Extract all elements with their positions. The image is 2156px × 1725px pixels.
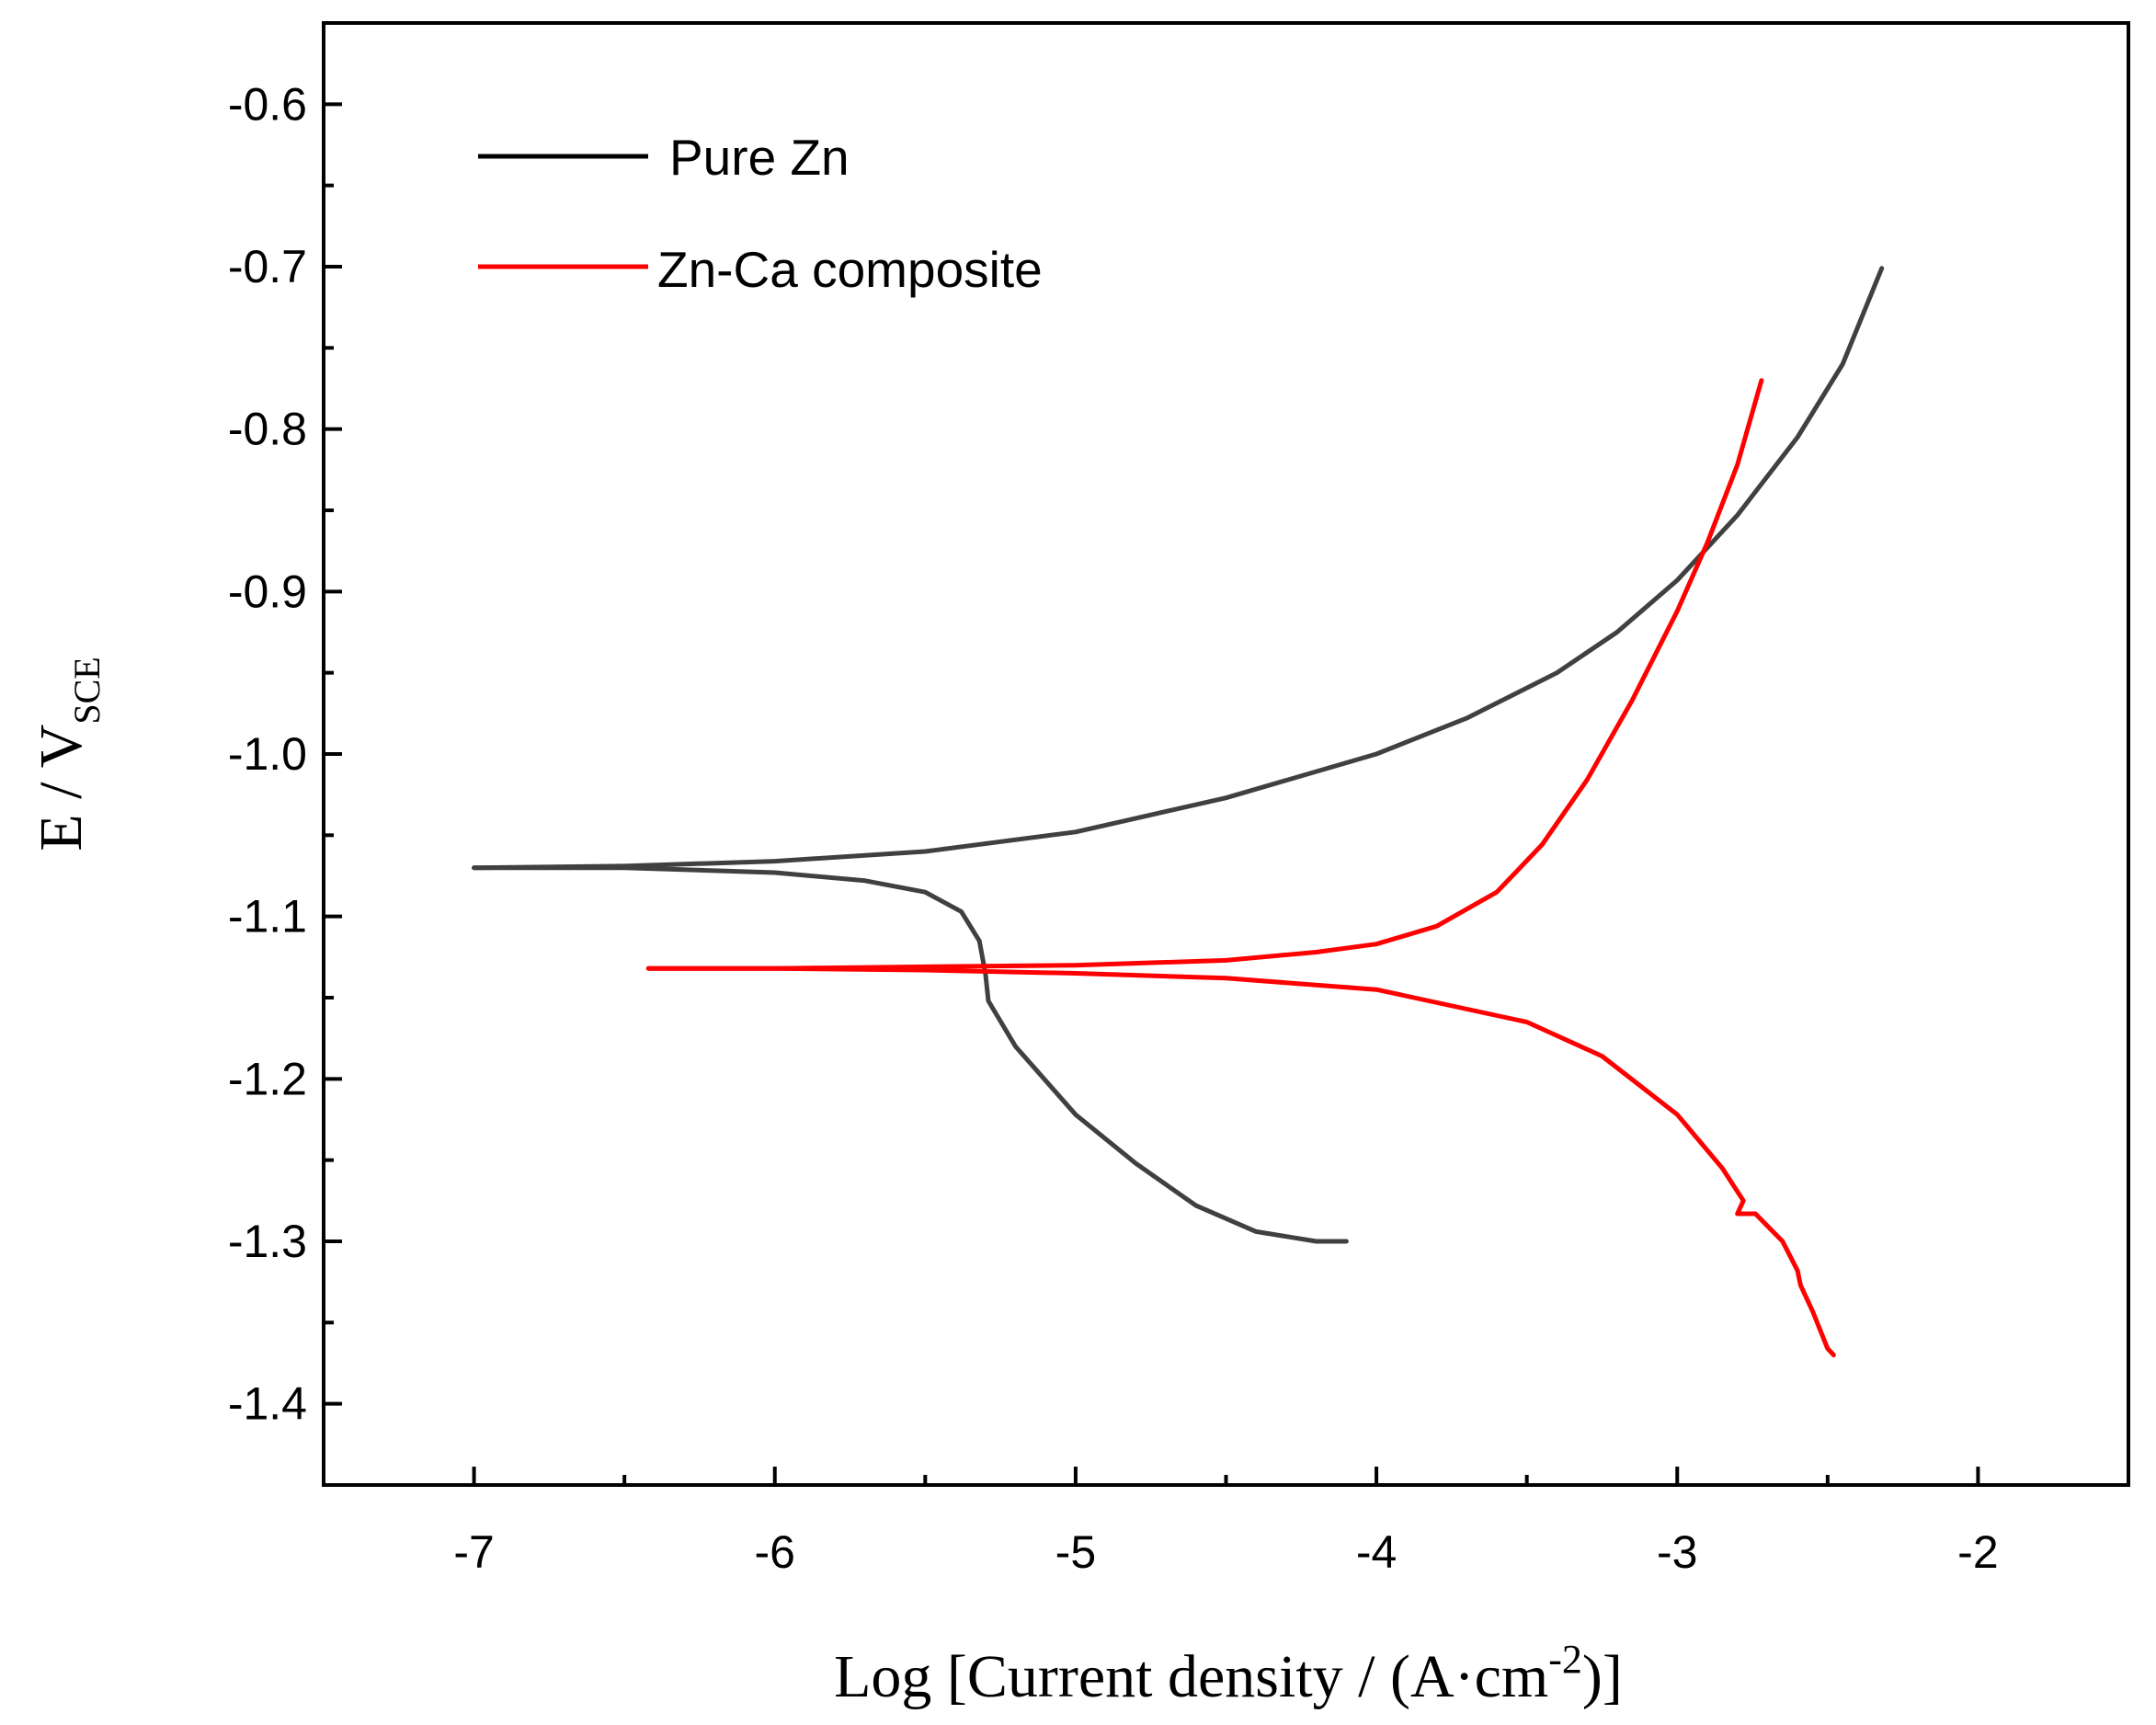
- x-tick-label: -6: [755, 1526, 795, 1578]
- series-pure-zn-cathodic: [472, 865, 1349, 1244]
- y-axis-title: E / VSCE: [28, 657, 108, 851]
- y-tick-label: -0.7: [228, 241, 307, 292]
- legend-label-pure-zn: Pure Zn: [669, 129, 850, 186]
- series-zn-ca-composite-cathodic: [645, 965, 1836, 1358]
- y-tick-label: -0.8: [228, 404, 307, 455]
- y-axis-title-main: E / V: [28, 725, 95, 851]
- y-tick-label: -1.2: [228, 1053, 307, 1104]
- y-tick-label: -1.3: [228, 1216, 307, 1267]
- x-tick-label: -3: [1657, 1526, 1697, 1578]
- y-tick-label: -1.1: [228, 891, 307, 942]
- series-pure-zn-anodic: [472, 266, 1885, 871]
- plot-frame: [322, 21, 2130, 1487]
- tick-marks: [324, 102, 1980, 1485]
- x-axis-title: Log [Current density / (A·cm-2)]: [834, 1637, 1623, 1710]
- x-tick-label: -4: [1356, 1526, 1397, 1578]
- x-axis-title-suffix: )]: [1582, 1643, 1623, 1710]
- x-tick-label: -2: [1957, 1526, 1998, 1578]
- series-zn-ca-composite-anodic: [645, 378, 1764, 971]
- legend: Pure Zn Zn-Ca composite: [478, 129, 1043, 298]
- y-tick-label: -1.0: [228, 728, 307, 780]
- x-axis-title-superscript: -2: [1548, 1637, 1582, 1682]
- legend-label-zn-ca-composite: Zn-Ca composite: [657, 241, 1043, 298]
- x-axis-title-prefix: Log [Current density / (A·cm: [834, 1643, 1548, 1710]
- x-tick-label: -5: [1055, 1526, 1096, 1578]
- series-lines: [472, 266, 1885, 1358]
- tick-labels: -7 -6 -5 -4 -3 -2 -1.4 -1.3 -1.2 -1.1 -1.0 -0.9 -0.8…: [228, 78, 1999, 1578]
- y-axis-title-subscript: SCE: [66, 657, 108, 724]
- y-tick-label: -0.9: [228, 565, 307, 617]
- y-tick-label: -1.4: [228, 1378, 307, 1430]
- x-tick-label: -7: [453, 1526, 494, 1578]
- y-tick-label: -0.6: [228, 78, 307, 130]
